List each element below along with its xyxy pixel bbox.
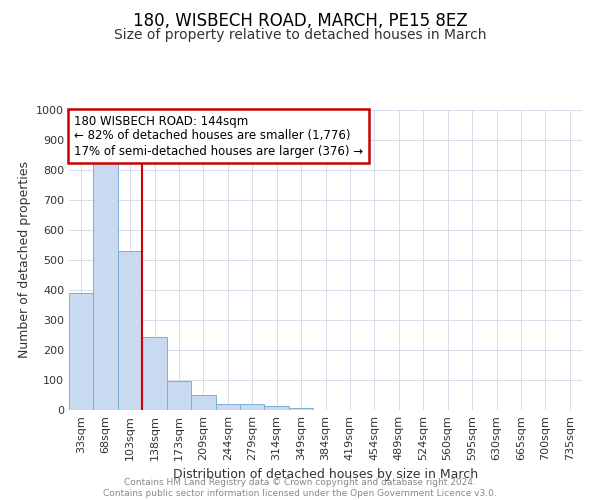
X-axis label: Distribution of detached houses by size in March: Distribution of detached houses by size … — [173, 468, 478, 481]
Bar — [69, 293, 94, 410]
Bar — [215, 404, 240, 410]
Bar — [118, 251, 142, 410]
Bar — [94, 162, 118, 410]
Bar — [240, 404, 265, 410]
Bar — [265, 406, 289, 410]
Text: Size of property relative to detached houses in March: Size of property relative to detached ho… — [114, 28, 486, 42]
Text: 180 WISBECH ROAD: 144sqm
← 82% of detached houses are smaller (1,776)
17% of sem: 180 WISBECH ROAD: 144sqm ← 82% of detach… — [74, 114, 363, 158]
Bar — [142, 338, 167, 410]
Bar — [289, 408, 313, 410]
Y-axis label: Number of detached properties: Number of detached properties — [17, 162, 31, 358]
Text: 180, WISBECH ROAD, MARCH, PE15 8EZ: 180, WISBECH ROAD, MARCH, PE15 8EZ — [133, 12, 467, 30]
Text: Contains HM Land Registry data © Crown copyright and database right 2024.
Contai: Contains HM Land Registry data © Crown c… — [103, 478, 497, 498]
Bar — [191, 395, 215, 410]
Bar — [167, 381, 191, 410]
